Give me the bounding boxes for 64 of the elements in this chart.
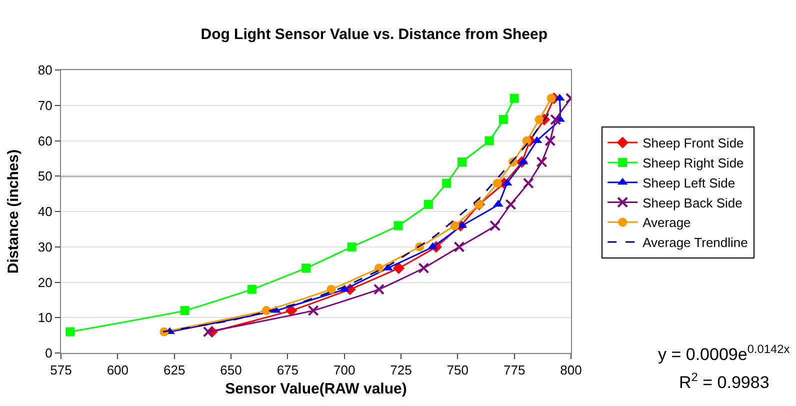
legend-label: Sheep Front Side — [642, 136, 744, 151]
y-tick-label: 10 — [38, 310, 52, 326]
x-axis-title: Sensor Value(RAW value) — [225, 380, 407, 398]
point — [247, 284, 256, 294]
point — [392, 262, 405, 274]
legend-label: Sheep Left Side — [642, 175, 736, 190]
point — [326, 284, 336, 294]
y-tick-label: 20 — [38, 274, 52, 290]
point — [522, 178, 534, 189]
point — [498, 115, 508, 124]
point — [490, 220, 501, 232]
point — [536, 156, 548, 168]
point — [454, 241, 465, 252]
y-tick-label: 40 — [38, 204, 52, 220]
point — [262, 306, 271, 316]
point — [522, 136, 532, 146]
y-tick-label: 30 — [38, 239, 52, 254]
text: R$^{2}$ = 0.9983 — [679, 370, 770, 392]
point — [347, 242, 356, 252]
x-tick-label: 675 — [276, 362, 299, 378]
y-tick-label: 60 — [38, 133, 52, 148]
x-tick-label: 750 — [446, 362, 469, 378]
y-tick-label: 80 — [38, 62, 52, 78]
point — [505, 198, 516, 210]
point — [457, 157, 466, 166]
legend-label: Average — [642, 215, 691, 230]
legend-label: Sheep Right Side — [642, 156, 744, 171]
legend-label: Sheep Back Side — [642, 195, 742, 210]
point — [308, 305, 319, 316]
point — [550, 114, 562, 126]
legend-label: Average Trendline — [642, 235, 748, 250]
point — [493, 200, 504, 207]
point — [484, 136, 494, 146]
point — [418, 262, 430, 274]
x-tick-label: 575 — [50, 362, 72, 378]
y-tick-label: 0 — [45, 346, 52, 361]
point — [202, 326, 214, 338]
point — [374, 264, 384, 273]
point — [302, 264, 311, 273]
text: y = 0.0009e$^{0.0142x}$ — [658, 342, 790, 364]
x-tick-label: 600 — [106, 362, 129, 378]
x-tick-label: 625 — [163, 362, 186, 378]
point — [180, 306, 190, 316]
point — [450, 221, 460, 230]
point — [394, 221, 403, 230]
x-tick-label: 725 — [390, 362, 412, 378]
x-tick-label: 775 — [503, 362, 526, 378]
y-tick-label: 50 — [38, 168, 52, 184]
point — [66, 327, 75, 336]
point — [492, 178, 502, 188]
point — [510, 94, 519, 103]
point — [442, 178, 452, 188]
point — [544, 135, 556, 146]
x-tick-label: 800 — [560, 362, 582, 378]
y-tick-label: 70 — [38, 98, 52, 113]
point — [428, 242, 438, 250]
chart-title: Dog Light Sensor Value vs. Distance from Sheep — [200, 26, 548, 43]
y-axis-title: Distance (inches) — [5, 149, 22, 274]
point — [534, 115, 544, 124]
point — [546, 94, 556, 103]
point — [424, 200, 433, 209]
x-tick-label: 650 — [220, 362, 242, 378]
point — [374, 284, 385, 295]
x-tick-label: 700 — [333, 362, 356, 378]
